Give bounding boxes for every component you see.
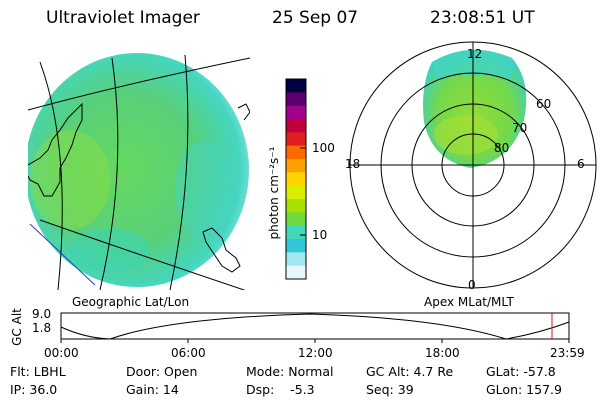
colorbar-segment (286, 105, 306, 120)
info-gc-alt: GC Alt: 4.7 Re (366, 364, 454, 379)
lat-label-60: 60 (536, 97, 552, 111)
colorbar-segment (286, 119, 306, 133)
altitude-ytick-max: 9.0 (32, 307, 52, 321)
color-scale-bar (285, 78, 307, 280)
info-gain: Gain: 14 (126, 382, 179, 397)
info-glon: GLon: 157.9 (486, 382, 562, 397)
colorbar-segment (286, 92, 306, 107)
polar-mlt-plot (349, 41, 597, 289)
coastline-outline (28, 102, 250, 273)
instrument-title: Ultraviolet Imager (46, 8, 200, 28)
mlt-label-18: 18 (345, 157, 361, 171)
colorbar-segment (286, 252, 306, 267)
lat-label-70: 70 (512, 121, 528, 135)
geographic-grid (28, 54, 250, 290)
colorbar-tick-100: 100 (312, 141, 335, 155)
colorbar-segment (286, 199, 306, 213)
colorbar-segment (286, 172, 306, 187)
info-dsp: Dsp: -5.3 (246, 382, 315, 397)
mlt-label-0: 0 (468, 278, 476, 292)
colorbar-unit-label: photon cm⁻²s⁻¹ (267, 146, 281, 240)
altitude-curve (60, 313, 570, 340)
geographic-map-panel (28, 53, 250, 290)
info-ip: IP: 36.0 (10, 382, 58, 397)
time-label: 23:08:51 UT (430, 8, 535, 28)
colorbar-segment (286, 159, 306, 173)
colorbar-segment (286, 145, 306, 160)
colorbar-tick-10: 10 (312, 228, 328, 242)
colorbar-segment (286, 212, 306, 227)
date-label: 25 Sep 07 (272, 8, 359, 28)
xtick-0600: 06:00 (171, 346, 206, 360)
mlt-label-6: 6 (577, 157, 585, 171)
colorbar-segment (286, 265, 306, 280)
info-glat: GLat: -57.8 (486, 364, 556, 379)
lat-label-80: 80 (494, 141, 510, 155)
altitude-plot (60, 312, 570, 343)
xtick-1200: 12:00 (298, 346, 333, 360)
xtick-1800: 18:00 (425, 346, 460, 360)
left-panel-caption: Geographic Lat/Lon (72, 295, 190, 309)
xtick-2359: 23:59 (550, 346, 585, 360)
info-filter: Flt: LBHL (10, 364, 66, 379)
colorbar-segment (286, 79, 306, 93)
xtick-0000: 00:00 (44, 346, 79, 360)
colorbar-segment (286, 239, 306, 253)
info-mode: Mode: Normal (246, 364, 334, 379)
colorbar-segment (286, 132, 306, 147)
info-door: Door: Open (126, 364, 198, 379)
mlt-label-12: 12 (467, 47, 483, 61)
colorbar-segment (286, 185, 306, 200)
altitude-ylabel: GC Alt (10, 308, 24, 346)
info-seq: Seq: 39 (366, 382, 414, 397)
colorbar-segment (286, 225, 306, 240)
altitude-ytick-min: 1.8 (32, 321, 52, 335)
right-panel-caption: Apex MLat/MLT (424, 295, 514, 309)
